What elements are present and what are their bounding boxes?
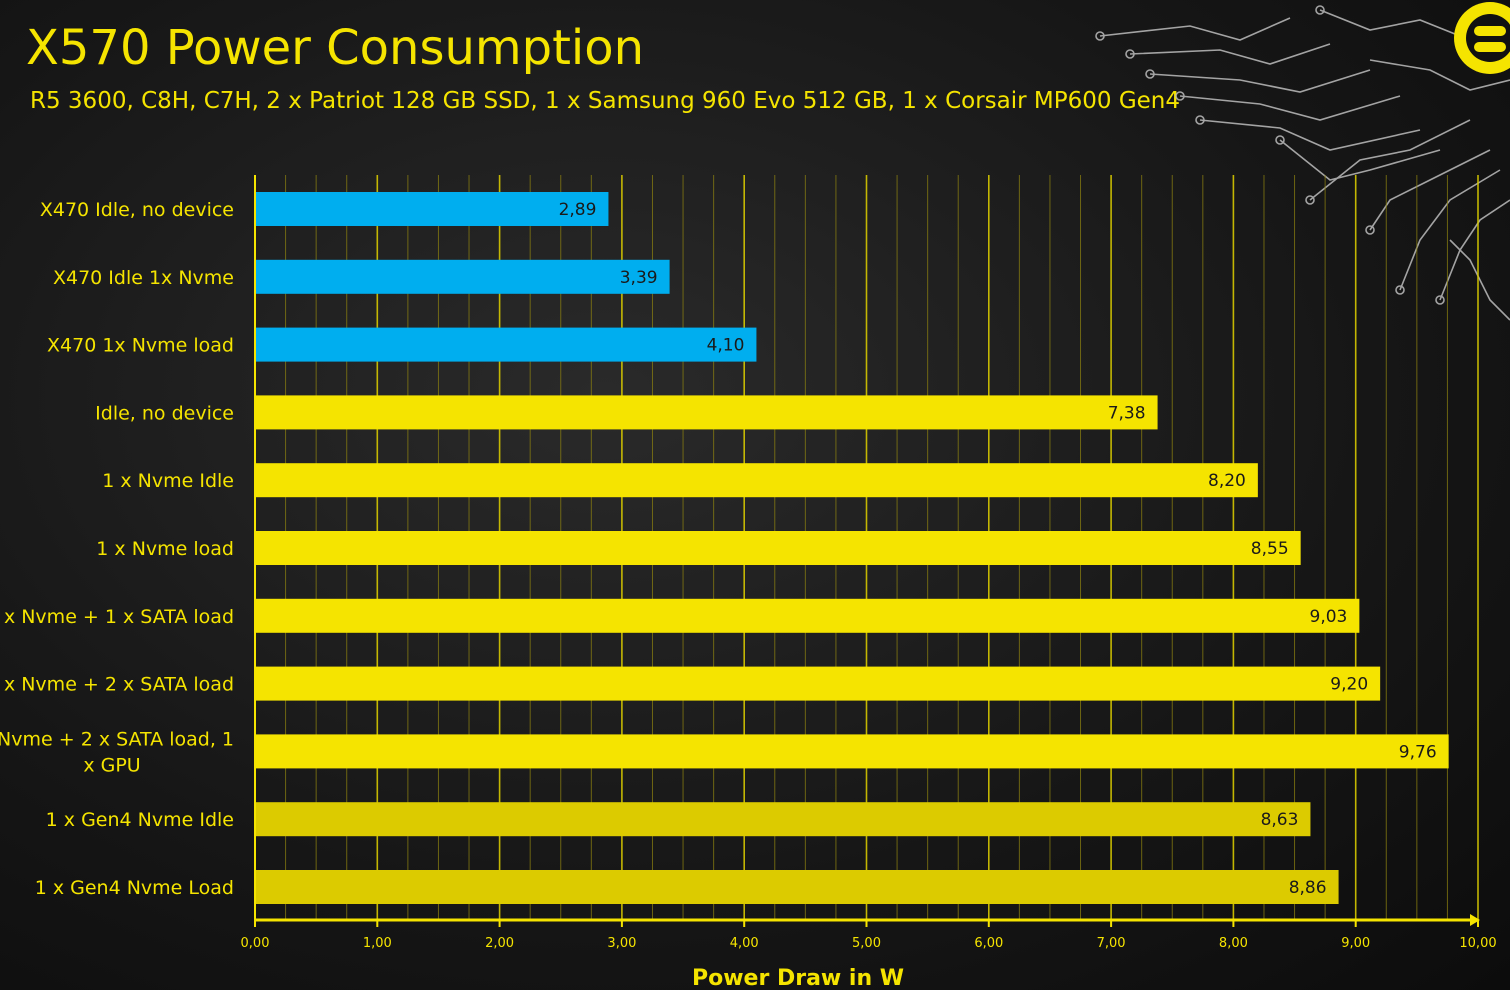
- x-tick-label: 10,00: [1459, 936, 1496, 951]
- bar-value-label: 8,86: [1289, 878, 1327, 898]
- chart-subtitle: R5 3600, C8H, C7H, 2 x Patriot 128 GB SS…: [30, 88, 1180, 114]
- bar-value-label: 9,76: [1399, 742, 1437, 762]
- bar-value-label: 3,39: [620, 268, 658, 288]
- bar-value-label: 8,20: [1208, 471, 1246, 491]
- circuit-logo-icon: [1095, 2, 1510, 321]
- category-label: 1 x Nvme Idle: [102, 470, 234, 492]
- bar: [255, 395, 1158, 430]
- category-labels: X470 Idle, no device X470 Idle 1x Nvme X47…: [0, 199, 234, 899]
- category-label: X470 Idle, no device: [40, 199, 234, 221]
- category-label: X470 Idle 1x Nvme: [53, 267, 234, 289]
- category-label: 1 x Nvme load: [96, 538, 234, 560]
- x-axis-title: Power Draw in W: [692, 966, 904, 990]
- bar: [255, 192, 609, 226]
- bar-value-label: 4,10: [707, 336, 745, 356]
- x-tick-label: 3,00: [607, 936, 636, 951]
- bar-value-label: 7,38: [1108, 403, 1146, 423]
- bar-value-label: 2,89: [559, 200, 597, 220]
- bar: [255, 870, 1339, 904]
- category-label: 1 x Nvme + 1 x SATA load: [0, 606, 234, 628]
- bar: [255, 598, 1360, 633]
- bar: [255, 531, 1301, 565]
- x-axis-arrow: [1470, 914, 1480, 926]
- bar: [255, 802, 1311, 837]
- bar-value-label: 9,20: [1330, 675, 1368, 695]
- x-tick-label: 7,00: [1097, 936, 1126, 951]
- category-label: x GPU: [83, 754, 140, 776]
- bar: [255, 259, 670, 294]
- bar: [255, 666, 1381, 701]
- category-label: Idle, no device: [95, 402, 234, 424]
- bar: [255, 463, 1258, 498]
- x-tick-label: 4,00: [730, 936, 759, 951]
- category-label: 1 x Gen4 Nvme Idle: [46, 809, 234, 831]
- category-label: 1 x Nvme + 2 x SATA load, 1: [0, 728, 234, 750]
- bar: [255, 327, 757, 362]
- bar: [255, 734, 1449, 769]
- bars: 2,89 3,39 4,10 7,38 8,20 8,55 9,03 9,20 9,76 8,63…: [255, 192, 1449, 904]
- category-label: 1 x Nvme + 2 x SATA load: [0, 674, 234, 696]
- x-tick-label: 8,00: [1219, 936, 1248, 951]
- x-tick-label: 1,00: [363, 936, 392, 951]
- category-label: 1 x Gen4 Nvme Load: [35, 877, 234, 899]
- bar-value-label: 8,63: [1261, 810, 1299, 830]
- x-axis: 0,00 1,00 2,00 3,00 4,00 5,00 6,00 7,00 8,00 9,00…: [241, 175, 1497, 951]
- x-tick-label: 9,00: [1341, 936, 1370, 951]
- bar-value-label: 8,55: [1251, 539, 1289, 559]
- category-label: X470 1x Nvme load: [47, 335, 234, 357]
- x-tick-label: 6,00: [974, 936, 1003, 951]
- x-tick-label: 0,00: [241, 936, 270, 951]
- bar-value-label: 9,03: [1310, 607, 1348, 627]
- chart-title: X570 Power Consumption: [26, 20, 645, 76]
- x-tick-label: 5,00: [852, 936, 881, 951]
- x-tick-label: 2,00: [485, 936, 514, 951]
